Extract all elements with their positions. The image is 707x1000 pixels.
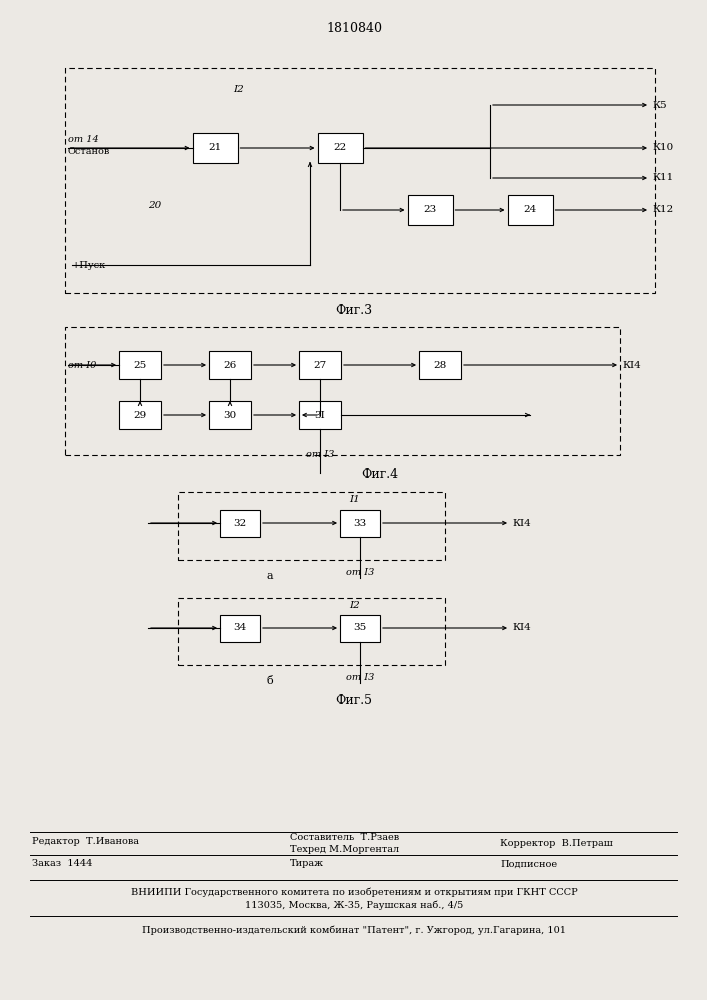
Text: Производственно-издательский комбинат "Патент", г. Ужгород, ул.Гагарина, 101: Производственно-издательский комбинат "П… — [142, 925, 566, 935]
Text: 20: 20 — [148, 200, 161, 210]
Text: К11: К11 — [652, 174, 673, 182]
Text: 25: 25 — [134, 360, 146, 369]
Text: КI4: КI4 — [512, 518, 531, 528]
Text: Подписное: Подписное — [500, 859, 557, 868]
Text: Фиг.4: Фиг.4 — [361, 468, 399, 482]
Bar — [192, 133, 238, 163]
Text: 1810840: 1810840 — [326, 21, 382, 34]
Bar — [65, 327, 620, 455]
Bar — [407, 195, 452, 225]
Bar — [317, 133, 363, 163]
Text: от I3: от I3 — [306, 450, 334, 459]
Text: I1: I1 — [350, 495, 361, 504]
Text: а: а — [267, 571, 274, 581]
Text: I2: I2 — [233, 86, 244, 95]
Text: КI4: КI4 — [622, 360, 641, 369]
Bar — [119, 401, 161, 429]
Bar — [209, 351, 251, 379]
Text: 35: 35 — [354, 624, 367, 633]
Text: КI4: КI4 — [512, 624, 531, 633]
Text: 21: 21 — [209, 143, 221, 152]
Text: ВНИИПИ Государственного комитета по изобретениям и открытиям при ГКНТ СССР: ВНИИПИ Государственного комитета по изоб… — [131, 887, 578, 897]
Text: 26: 26 — [223, 360, 237, 369]
Text: Составитель  Т.Рзаев: Составитель Т.Рзаев — [290, 834, 399, 842]
Text: Корректор  В.Петраш: Корректор В.Петраш — [500, 840, 613, 848]
Bar — [220, 614, 260, 642]
Text: Фиг.5: Фиг.5 — [336, 694, 373, 706]
Bar — [299, 401, 341, 429]
Text: 32: 32 — [233, 518, 247, 528]
Bar — [419, 351, 461, 379]
Text: Редактор  Т.Иванова: Редактор Т.Иванова — [32, 838, 139, 846]
Text: 30: 30 — [223, 410, 237, 420]
Bar — [220, 510, 260, 536]
Text: Фиг.3: Фиг.3 — [335, 304, 373, 316]
Text: 24: 24 — [523, 206, 537, 215]
Bar — [119, 351, 161, 379]
Text: от I0: от I0 — [68, 360, 96, 369]
Text: 34: 34 — [233, 624, 247, 633]
Bar — [340, 614, 380, 642]
Text: 28: 28 — [433, 360, 447, 369]
Bar — [299, 351, 341, 379]
Text: б: б — [267, 676, 274, 686]
Text: от I3: от I3 — [346, 568, 374, 577]
Text: 22: 22 — [334, 143, 346, 152]
Text: Техред М.Моргентал: Техред М.Моргентал — [290, 846, 399, 854]
Text: Тираж: Тираж — [290, 859, 324, 868]
Bar — [178, 492, 445, 560]
Text: 23: 23 — [423, 206, 437, 215]
Text: К10: К10 — [652, 143, 673, 152]
Bar — [65, 68, 655, 293]
Bar — [209, 401, 251, 429]
Text: +Пуск: +Пуск — [72, 260, 106, 269]
Text: 29: 29 — [134, 410, 146, 420]
Text: 33: 33 — [354, 518, 367, 528]
Bar — [340, 510, 380, 536]
Text: Останов: Останов — [68, 147, 110, 156]
Text: от 14: от 14 — [68, 135, 99, 144]
Text: от I3: от I3 — [346, 673, 374, 682]
Bar — [178, 598, 445, 665]
Text: Заказ  1444: Заказ 1444 — [32, 859, 93, 868]
Bar — [508, 195, 552, 225]
Text: 27: 27 — [313, 360, 327, 369]
Text: 3I: 3I — [315, 410, 325, 420]
Text: I2: I2 — [350, 601, 361, 610]
Text: 113035, Москва, Ж-35, Раушская наб., 4/5: 113035, Москва, Ж-35, Раушская наб., 4/5 — [245, 900, 463, 910]
Text: К5: К5 — [652, 101, 667, 109]
Text: К12: К12 — [652, 206, 673, 215]
